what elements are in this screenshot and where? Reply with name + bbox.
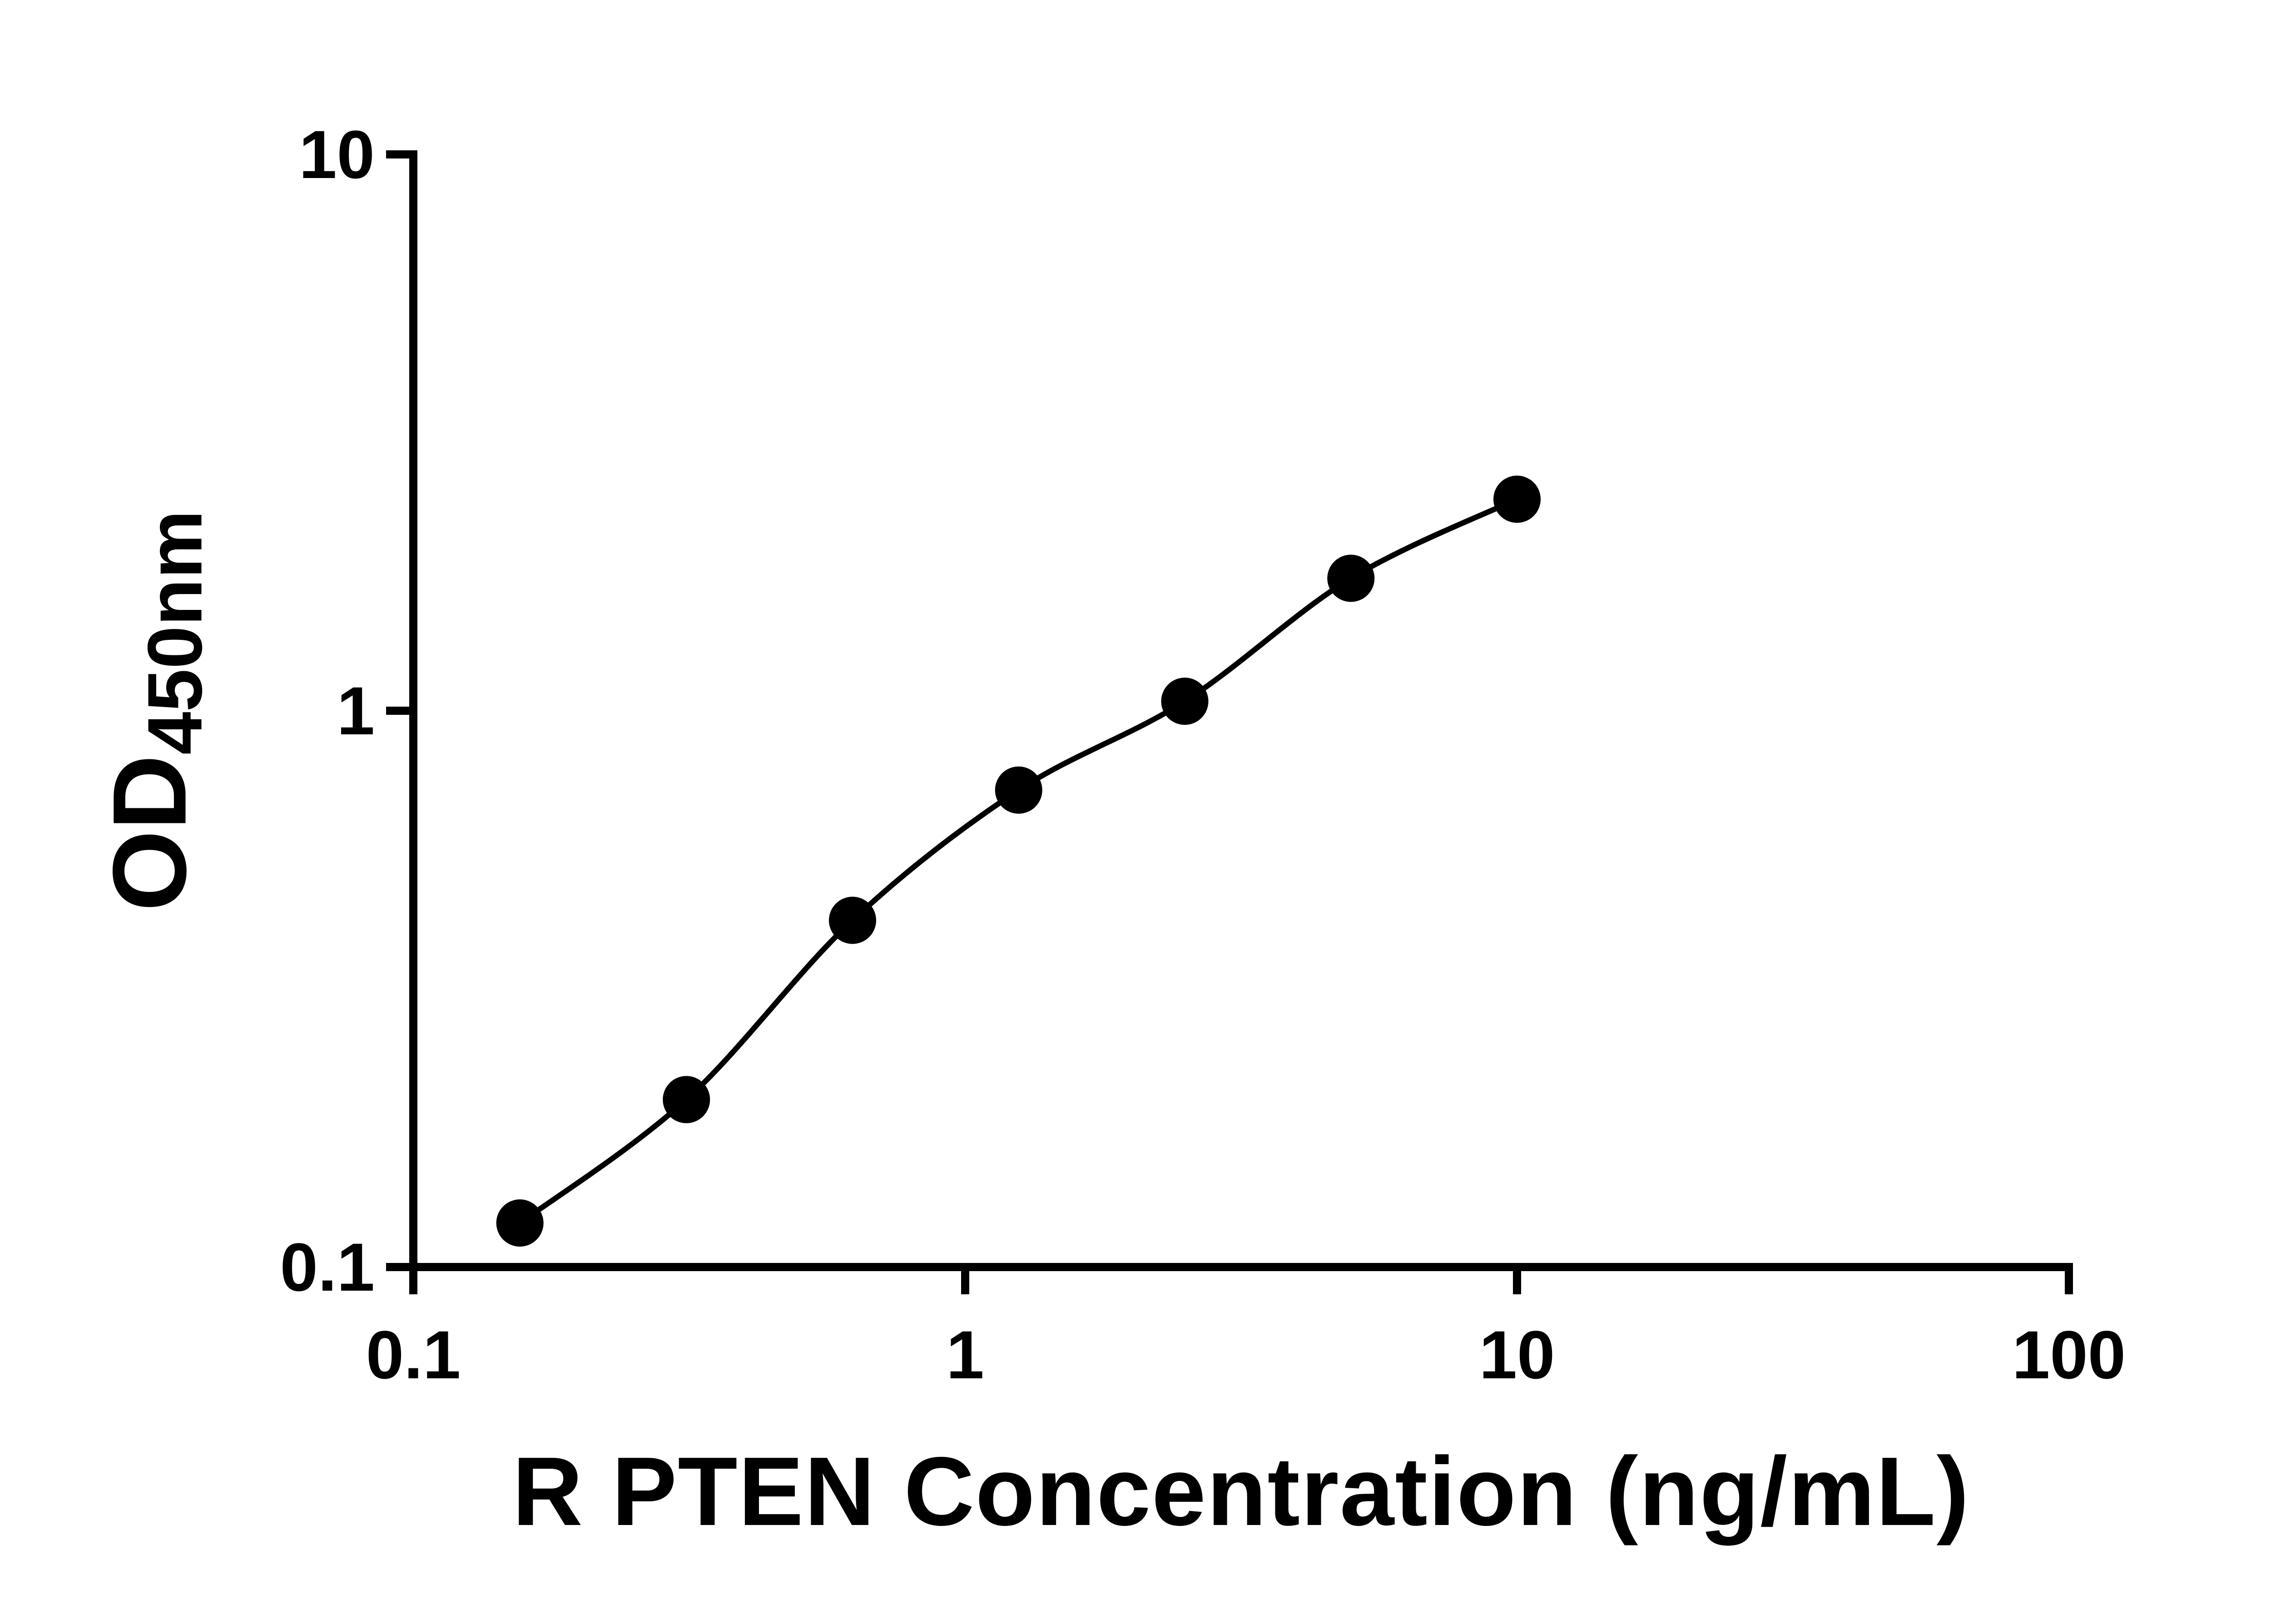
data-point	[496, 1199, 544, 1247]
x-axis-label: R PTEN Concentration (ng/mL)	[512, 1436, 1970, 1546]
data-point	[1493, 475, 1541, 523]
data-point	[663, 1076, 710, 1124]
x-axis-tick-label: 100	[2012, 1317, 2126, 1393]
y-axis-tick-label: 0.1	[280, 1229, 375, 1305]
data-point	[1327, 555, 1375, 602]
y-axis-tick-label: 1	[337, 673, 375, 749]
x-axis-tick-label: 0.1	[366, 1317, 461, 1393]
x-axis-tick-label: 10	[1479, 1317, 1555, 1393]
x-axis-tick-label: 1	[946, 1317, 984, 1393]
data-point	[1161, 678, 1209, 725]
y-axis-tick-label: 10	[299, 116, 375, 193]
data-point	[828, 896, 876, 944]
axis-frame	[409, 150, 2073, 1271]
y-axis-label: OD450nm	[89, 510, 220, 911]
data-point	[995, 766, 1042, 814]
y-axis-label-subscript: 450nm	[132, 510, 218, 755]
y-axis-label-main: OD	[91, 754, 208, 911]
